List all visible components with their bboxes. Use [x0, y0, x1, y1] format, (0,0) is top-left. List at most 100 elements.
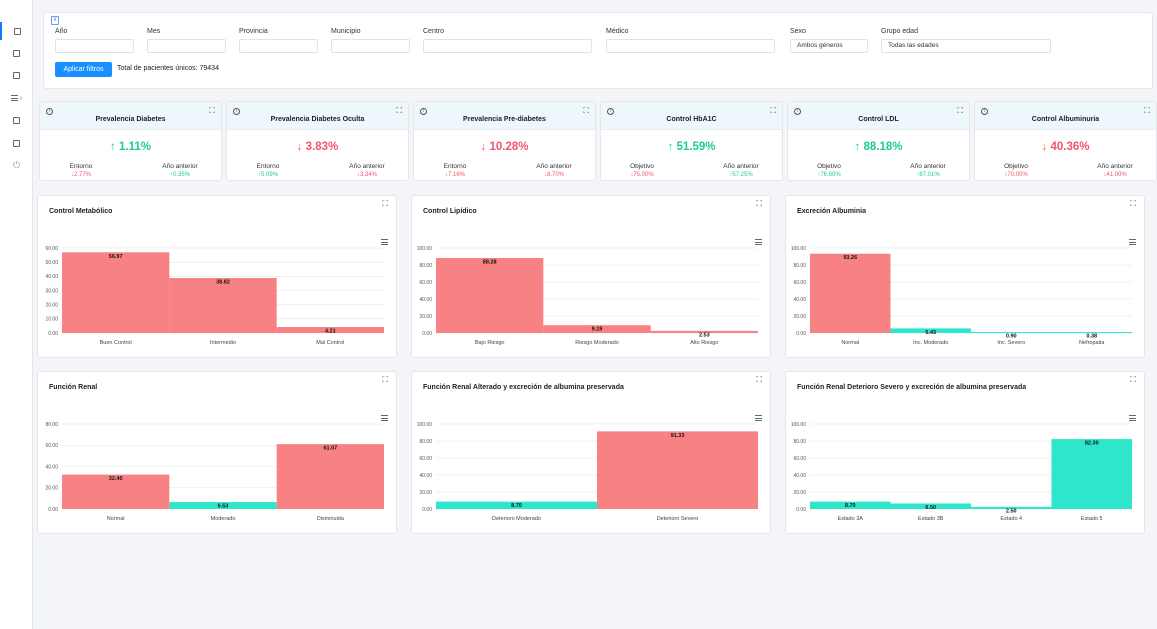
- expand-icon[interactable]: ⛶: [583, 106, 589, 115]
- year-input[interactable]: [55, 39, 134, 53]
- chart-bar[interactable]: [1051, 332, 1133, 333]
- chart-bar[interactable]: [436, 257, 544, 333]
- y-tick-label: 40.00: [793, 473, 806, 479]
- chart-bar[interactable]: [890, 503, 972, 509]
- sidebar-item-3[interactable]: [0, 66, 33, 84]
- y-tick-label: 20.00: [45, 302, 58, 308]
- kpi-right-number: 0.35%: [172, 172, 190, 178]
- kpi-left-value: ↑76.60%: [794, 172, 864, 178]
- kpi-left-number: 70.00%: [1007, 172, 1028, 178]
- info-icon[interactable]: i: [233, 108, 240, 115]
- chart-bar[interactable]: [276, 444, 384, 509]
- info-icon[interactable]: i: [981, 108, 988, 115]
- y-tick-label: 20.00: [419, 490, 432, 496]
- kpi-card: i ⛶ Control HbA1C ↑ 51.59% Objetivo Año anter…: [600, 101, 783, 181]
- expand-icon[interactable]: ⛶: [756, 375, 762, 384]
- sex-select[interactable]: Ambos géneros: [790, 39, 868, 53]
- expand-icon[interactable]: ⛶: [756, 199, 762, 208]
- expand-icon[interactable]: ⛶: [209, 106, 215, 115]
- y-tick-label: 80.00: [419, 263, 432, 269]
- info-icon[interactable]: i: [46, 108, 53, 115]
- chart-bar[interactable]: [169, 502, 277, 509]
- y-tick-label: 0.00: [48, 507, 58, 513]
- expand-icon[interactable]: ⛶: [770, 106, 776, 115]
- age-group-select[interactable]: Todas las edades: [881, 39, 1051, 53]
- chart-bar[interactable]: [543, 325, 651, 333]
- expand-icon[interactable]: ⛶: [396, 106, 402, 115]
- chart-menu-icon[interactable]: [381, 415, 388, 421]
- chart-menu-icon[interactable]: [755, 415, 762, 421]
- municipality-input[interactable]: [331, 39, 410, 53]
- kpi-left-label: Objetivo: [1004, 163, 1028, 170]
- arrow-up-icon: ↑: [817, 172, 821, 178]
- kpi-right-label: Año anterior: [162, 163, 198, 170]
- x-category-label: Alto Riesgo: [690, 340, 718, 346]
- sidebar-item-1[interactable]: [0, 22, 33, 40]
- expand-icon[interactable]: ⛶: [1130, 199, 1136, 208]
- x-category-label: Bajo Riesgo: [475, 340, 505, 346]
- chart-menu-icon[interactable]: [1129, 415, 1136, 421]
- bar-chart: 0.00 20.00 40.00 60.00 80.00 32.40 Normal 6.53 M…: [45, 422, 384, 522]
- center-input[interactable]: [423, 39, 592, 53]
- kpi-main-value: ↑ 1.11%: [40, 141, 221, 153]
- kpi-card: i ⛶ Prevalencia Diabetes ↑ 1.11% Entorno Año …: [39, 101, 222, 181]
- apply-filters-button[interactable]: Aplicar filtros: [55, 62, 112, 77]
- data-label: 38.82: [216, 280, 230, 286]
- chart-bar[interactable]: [62, 474, 170, 509]
- filter-label-sex: Sexo: [790, 28, 806, 35]
- x-category-label: Intermedio: [210, 340, 236, 346]
- info-icon[interactable]: i: [794, 108, 801, 115]
- doctor-input[interactable]: [606, 39, 775, 53]
- expand-icon[interactable]: ⛶: [957, 106, 963, 115]
- bar-chart: 0.00 20.00 40.00 60.00 80.00 100.00 88.28 Bajo …: [417, 246, 758, 346]
- chart-menu-icon[interactable]: [755, 239, 762, 245]
- y-tick-label: 20.00: [793, 490, 806, 496]
- month-input[interactable]: [147, 39, 226, 53]
- chart-bar[interactable]: [1051, 439, 1133, 509]
- sidebar-item-4[interactable]: ›: [0, 89, 33, 107]
- y-tick-label: 0.00: [796, 507, 806, 513]
- kpi-left-value: ↓2.77%: [46, 172, 116, 178]
- sidebar-item-5[interactable]: [0, 111, 33, 129]
- chart-menu-icon[interactable]: [1129, 239, 1136, 245]
- chart-bar[interactable]: [597, 431, 758, 509]
- data-label: 93.26: [843, 255, 857, 261]
- chart-bar[interactable]: [971, 332, 1052, 333]
- chart-bar[interactable]: [890, 328, 972, 333]
- chart-bar[interactable]: [810, 501, 891, 509]
- chart-title: Función Renal Deterioro Severo y excreci…: [797, 384, 1027, 391]
- chart-menu-icon[interactable]: [381, 239, 388, 245]
- kpi-main-value: ↑ 51.59%: [601, 141, 782, 153]
- chart-bar[interactable]: [436, 501, 597, 509]
- expand-icon[interactable]: ⛶: [1130, 375, 1136, 384]
- sidebar-item-6[interactable]: [0, 134, 33, 152]
- sidebar-item-logout[interactable]: ⏻: [0, 156, 33, 174]
- expand-icon[interactable]: ⛶: [382, 375, 388, 384]
- expand-icon[interactable]: ⛶: [1144, 106, 1150, 115]
- chart-bar[interactable]: [169, 278, 277, 333]
- bar-chart: 0.00 20.00 40.00 60.00 80.00 100.00 8.70 Deteri…: [417, 422, 758, 522]
- bar-chart: 0.00 20.00 40.00 60.00 80.00 100.00 93.26 Norma…: [791, 246, 1133, 346]
- kpi-left-value: ↓70.00%: [981, 172, 1051, 178]
- kpi-right-value: ↑57.25%: [706, 172, 776, 178]
- chart-bar[interactable]: [650, 330, 758, 333]
- info-icon[interactable]: i: [607, 108, 614, 115]
- kpi-right-value: ↑87.01%: [893, 172, 963, 178]
- data-label: 88.28: [483, 259, 497, 265]
- y-tick-label: 80.00: [419, 439, 432, 445]
- kpi-right-number: 41.00%: [1106, 172, 1127, 178]
- province-input[interactable]: [239, 39, 318, 53]
- expand-icon[interactable]: ⛶: [382, 199, 388, 208]
- collapse-toggle-button[interactable]: x: [51, 16, 59, 25]
- chart-bar[interactable]: [971, 506, 1052, 509]
- kpi-right-label: Año anterior: [1097, 163, 1133, 170]
- sidebar-item-2[interactable]: [0, 44, 33, 62]
- chart-card: Función Renal Alterado y excreción de al…: [411, 371, 771, 534]
- chart-bar[interactable]: [276, 327, 384, 333]
- chart-title: Control Metabólico: [49, 208, 113, 215]
- info-icon[interactable]: i: [420, 108, 427, 115]
- chart-bar[interactable]: [810, 253, 891, 333]
- arrow-up-icon: ↑: [169, 172, 173, 178]
- chart-bar[interactable]: [62, 252, 170, 333]
- y-tick-label: 40.00: [419, 297, 432, 303]
